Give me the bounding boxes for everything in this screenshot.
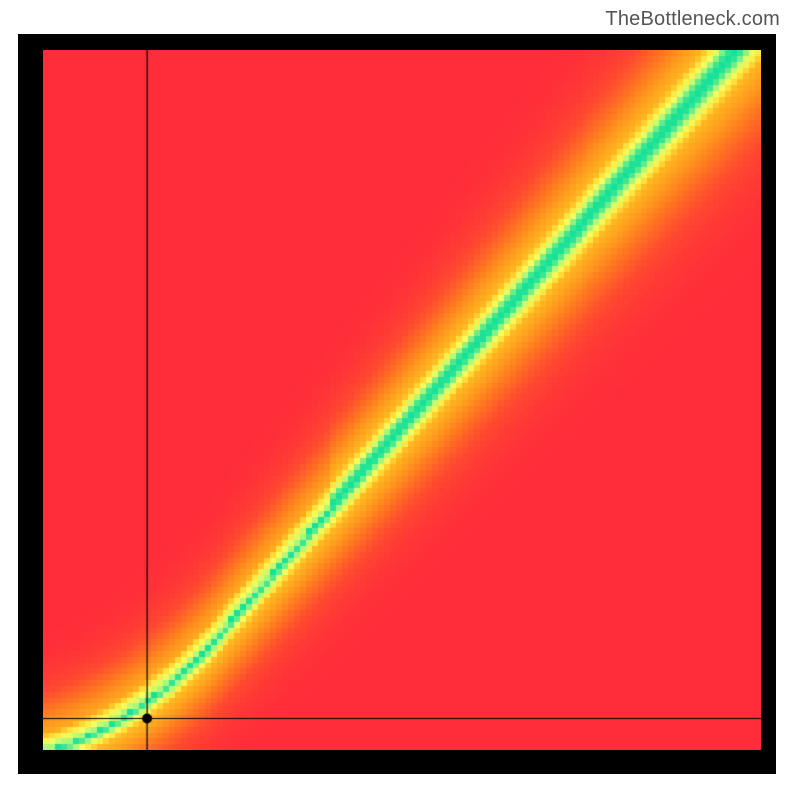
watermark-text: TheBottleneck.com bbox=[605, 8, 780, 31]
crosshair-overlay bbox=[43, 50, 761, 750]
